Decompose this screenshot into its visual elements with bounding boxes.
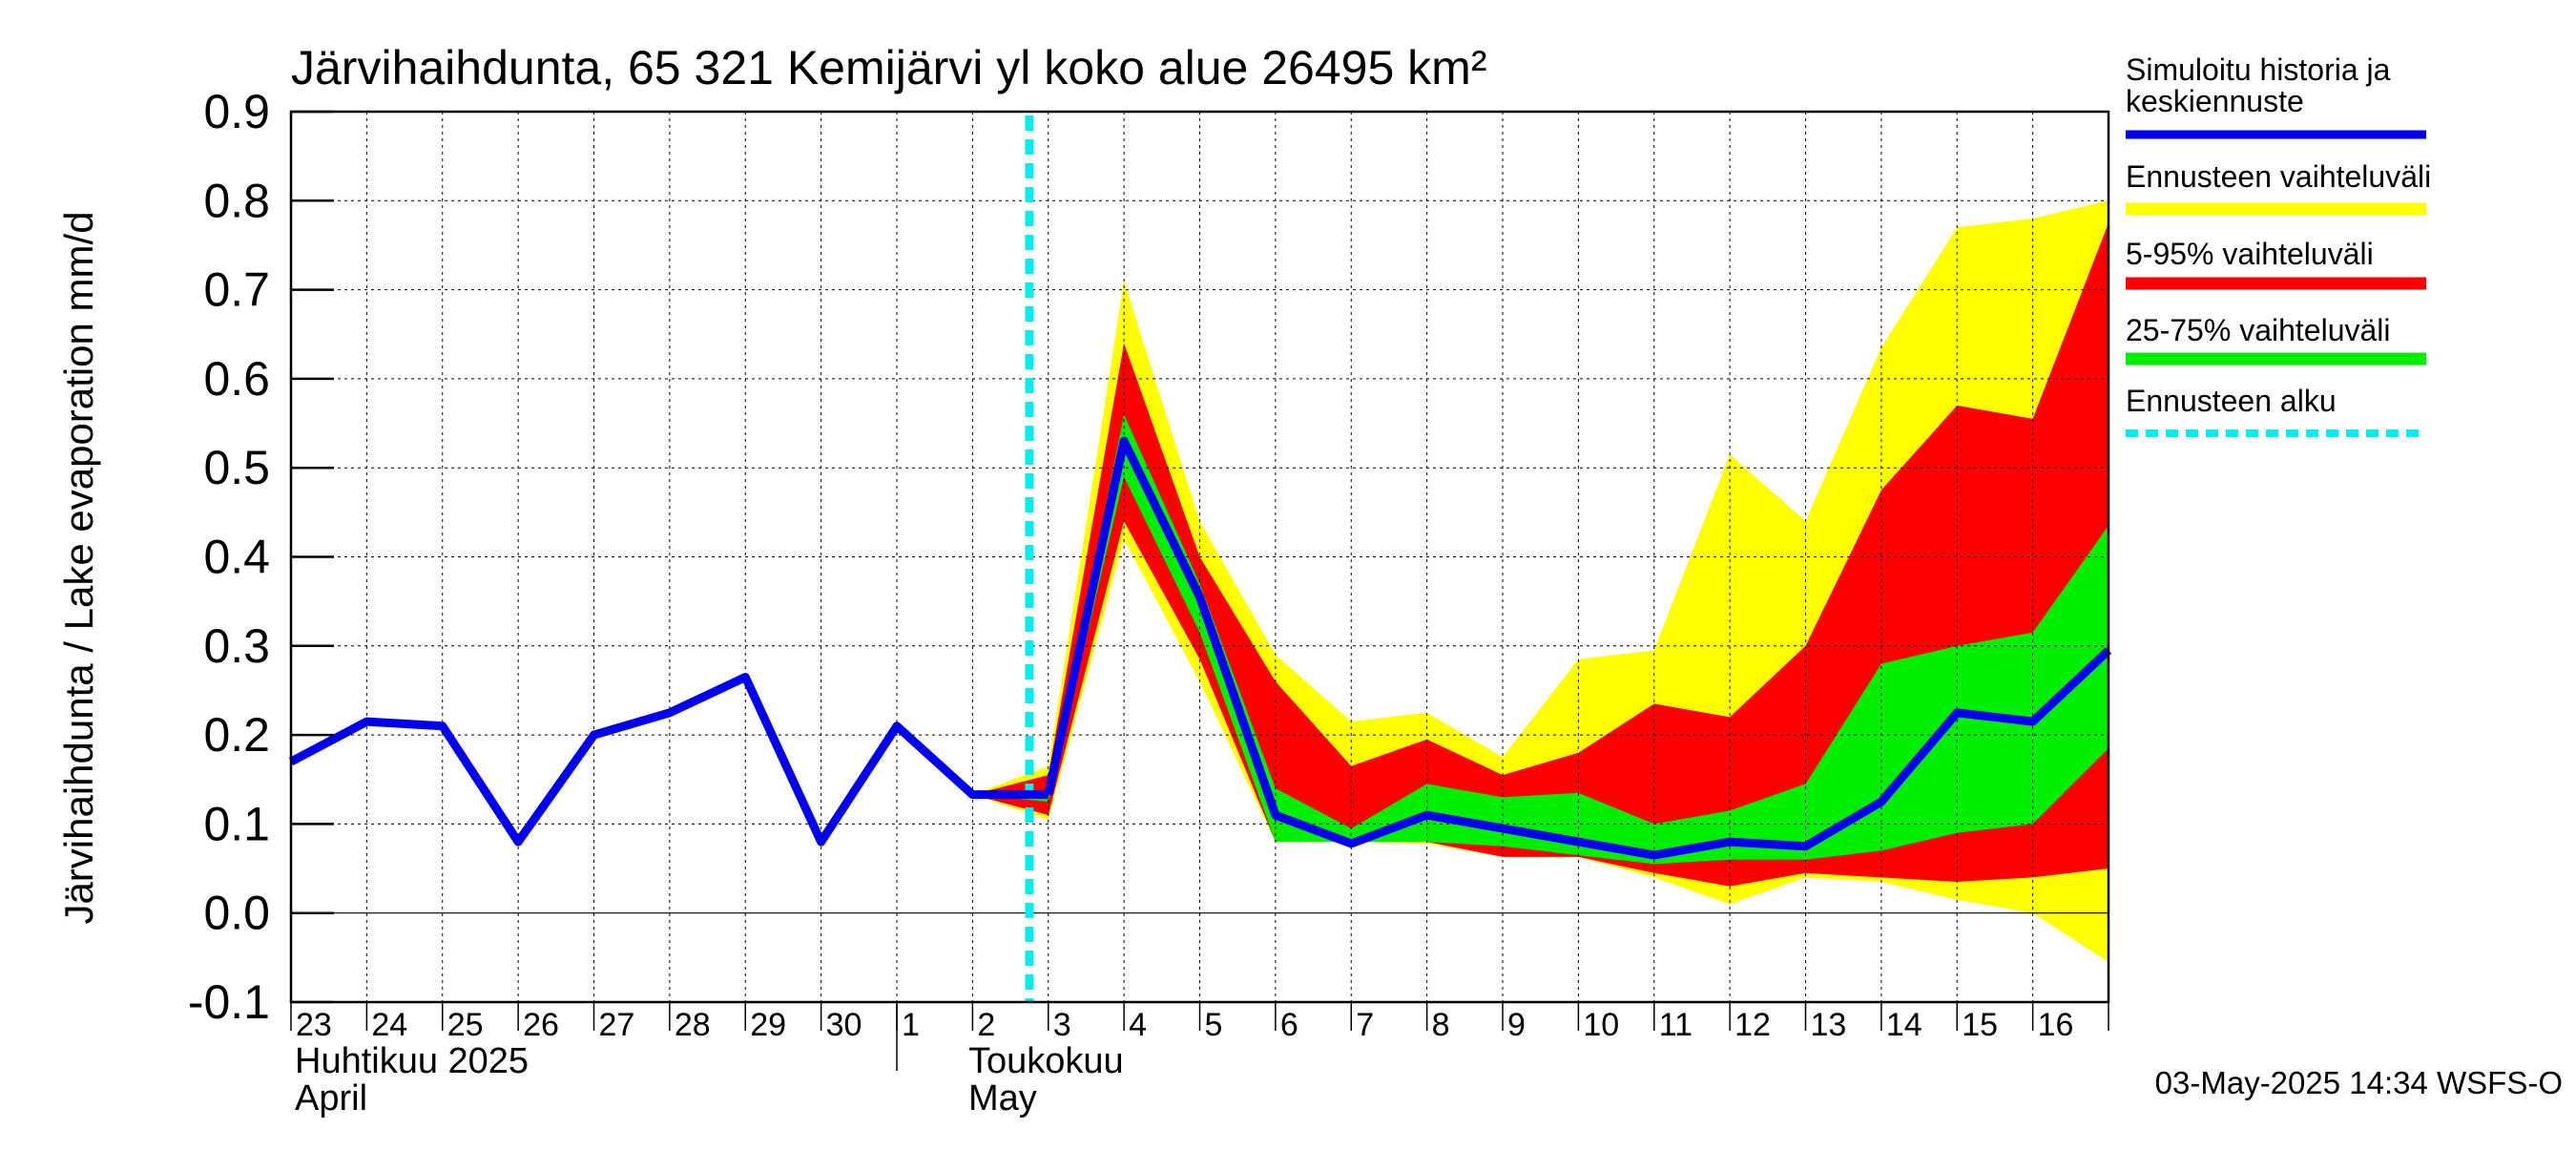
axes — [289, 110, 2110, 1071]
legend-label: keskiennuste — [2126, 84, 2304, 118]
forecast-bands — [972, 200, 2109, 963]
x-tick-label: 10 — [1583, 1007, 1619, 1043]
month-label-fi: Toukokuu — [968, 1041, 1124, 1081]
x-tick-label: 2 — [977, 1007, 995, 1043]
x-tick-label: 9 — [1507, 1007, 1526, 1043]
x-tick-label: 14 — [1886, 1007, 1922, 1043]
y-tick-label: 0.1 — [203, 797, 270, 850]
x-tick-label: 29 — [750, 1007, 786, 1043]
y-tick-label: 0.8 — [203, 174, 270, 227]
month-label-fi: Huhtikuu 2025 — [295, 1041, 529, 1081]
timestamp: 03-May-2025 14:34 WSFS-O — [2155, 1065, 2563, 1100]
x-tick-label: 13 — [1811, 1007, 1847, 1043]
y-tick-label: 0.2 — [203, 708, 270, 762]
series-lines — [288, 115, 2112, 1002]
y-tick-label: 0.9 — [203, 85, 270, 138]
x-tick-label: 7 — [1356, 1007, 1374, 1043]
x-tick-label: 23 — [296, 1007, 332, 1043]
x-tick-label: 25 — [447, 1007, 484, 1043]
x-tick-label: 30 — [826, 1007, 862, 1043]
x-tick-label: 3 — [1053, 1007, 1071, 1043]
x-tick-label: 16 — [2038, 1007, 2074, 1043]
y-tick-label: 0.4 — [203, 531, 270, 584]
chart-title: Järvihaihdunta, 65 321 Kemijärvi yl koko… — [291, 41, 1486, 94]
history-line — [288, 673, 1049, 847]
y-tick-label: 0.5 — [203, 441, 270, 494]
x-tick-label: 6 — [1280, 1007, 1298, 1043]
y-tick-label: 0.7 — [203, 263, 270, 317]
y-tick-label: -0.1 — [188, 975, 270, 1029]
x-tick-label: 24 — [371, 1007, 407, 1043]
y-axis-label: Järvihaihdunta / Lake evaporation mm/d — [56, 211, 101, 924]
legend-label: 25-75% vaihteluväli — [2126, 313, 2391, 347]
axis-labels: -0.10.00.10.20.30.40.50.60.70.80.923 24 25… — [188, 85, 2074, 1119]
x-tick-label: 12 — [1735, 1007, 1771, 1043]
month-label-en: April — [295, 1078, 367, 1119]
x-tick-label: 4 — [1129, 1007, 1147, 1043]
x-tick-label: 5 — [1205, 1007, 1223, 1043]
y-tick-label: 0.3 — [203, 619, 270, 673]
x-tick-label: 1 — [902, 1007, 920, 1043]
x-tick-label: 15 — [1962, 1007, 1998, 1043]
x-tick-label: 27 — [599, 1007, 635, 1043]
median-forecast-line — [1044, 436, 2112, 860]
grid-lines — [291, 111, 2109, 1003]
y-tick-label: 0.0 — [203, 887, 270, 940]
legend-label: 5-95% vaihteluväli — [2126, 237, 2374, 271]
legend-label: Simuloitu historia ja — [2126, 52, 2391, 87]
x-tick-label: 8 — [1432, 1007, 1450, 1043]
legend-label: Ennusteen vaihteluväli — [2126, 159, 2431, 194]
x-tick-label: 11 — [1659, 1007, 1693, 1043]
month-label-en: May — [968, 1078, 1037, 1119]
y-tick-label: 0.6 — [203, 352, 270, 406]
x-tick-label: 26 — [523, 1007, 559, 1043]
x-tick-label: 28 — [675, 1007, 711, 1043]
band-5-95 — [972, 222, 2109, 887]
legend-label: Ennusteen alku — [2126, 384, 2337, 418]
